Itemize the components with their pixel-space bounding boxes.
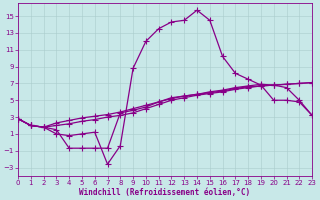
X-axis label: Windchill (Refroidissement éolien,°C): Windchill (Refroidissement éolien,°C) (79, 188, 251, 197)
